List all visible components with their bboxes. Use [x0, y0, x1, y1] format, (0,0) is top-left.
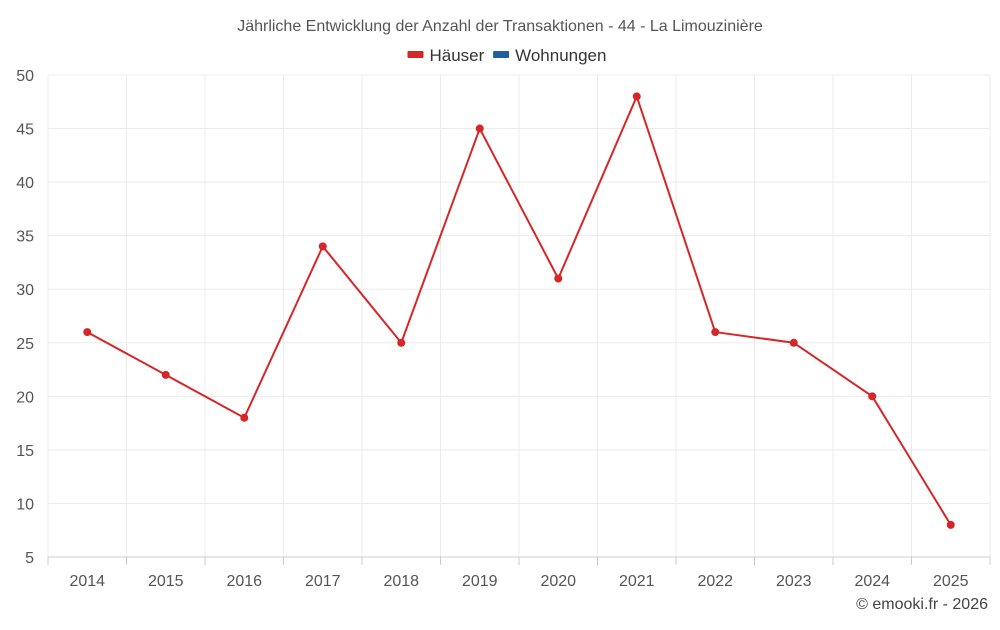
data-point[interactable] — [161, 370, 170, 379]
y-tick-label: 50 — [16, 68, 34, 85]
legend-item[interactable]: Häuser — [407, 46, 485, 65]
y-tick-label: 35 — [16, 229, 34, 246]
grid — [47, 74, 991, 558]
chart-title: Jährliche Entwicklung der Anzahl der Tra… — [237, 18, 763, 35]
series-layer — [83, 92, 955, 529]
data-point[interactable] — [554, 274, 563, 283]
y-axis: 5 10 15 20 25 30 35 40 45 50 — [16, 68, 34, 567]
x-axis: 2014 2015 2016 2017 2018 2019 2020 2021 2022 2023… — [47, 557, 991, 590]
x-tick-label: 2021 — [619, 573, 655, 590]
data-point[interactable] — [789, 338, 798, 347]
data-point[interactable] — [240, 413, 249, 422]
y-tick-label: 5 — [25, 550, 34, 567]
data-point[interactable] — [475, 124, 484, 133]
legend: Häuser Wohnungen — [407, 46, 606, 65]
x-tick-label: 2019 — [462, 573, 498, 590]
x-tick-label: 2014 — [69, 573, 105, 590]
legend-label: Wohnungen — [515, 46, 606, 65]
credit-text: © emooki.fr - 2026 — [856, 596, 988, 613]
x-tick-label: 2025 — [933, 573, 969, 590]
y-tick-label: 20 — [16, 389, 34, 406]
x-tick-label: 2020 — [540, 573, 576, 590]
data-point[interactable] — [632, 92, 641, 101]
legend-swatch — [493, 51, 510, 58]
data-point[interactable] — [397, 338, 406, 347]
y-tick-label: 45 — [16, 122, 34, 139]
series-line — [86, 95, 952, 526]
x-tick-label: 2017 — [305, 573, 341, 590]
y-tick-label: 10 — [16, 496, 34, 513]
x-tick-label: 2016 — [226, 573, 262, 590]
data-point[interactable] — [711, 328, 720, 337]
x-tick-label: 2022 — [697, 573, 733, 590]
y-tick-label: 15 — [16, 443, 34, 460]
data-point[interactable] — [318, 242, 327, 251]
legend-swatch — [407, 51, 424, 58]
x-tick-label: 2018 — [383, 573, 419, 590]
legend-item[interactable]: Wohnungen — [493, 46, 606, 65]
y-tick-label: 25 — [16, 336, 34, 353]
y-tick-label: 30 — [16, 282, 34, 299]
legend-label: Häuser — [430, 46, 485, 65]
data-point[interactable] — [868, 392, 877, 401]
x-tick-label: 2023 — [776, 573, 812, 590]
y-tick-label: 40 — [16, 175, 34, 192]
x-tick-label: 2024 — [854, 573, 890, 590]
data-point[interactable] — [946, 520, 955, 529]
data-point[interactable] — [83, 328, 92, 337]
x-tick-label: 2015 — [148, 573, 184, 590]
